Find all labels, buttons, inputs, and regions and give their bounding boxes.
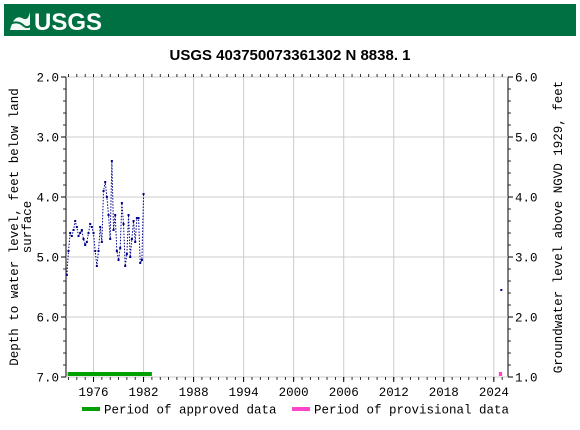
data-point bbox=[107, 214, 110, 216]
x-tick-label: 1982 bbox=[129, 386, 159, 400]
data-point bbox=[80, 229, 83, 231]
data-point bbox=[114, 214, 117, 216]
y-axis-right-title: Groundwater level above NGVD 1929, feet bbox=[552, 81, 566, 374]
usgs-header-band bbox=[4, 4, 576, 36]
data-point bbox=[79, 232, 82, 234]
y-left-tick-label: 5.0 bbox=[36, 252, 59, 266]
y-right-tick-label: 3.0 bbox=[515, 252, 538, 266]
series-layer bbox=[65, 160, 503, 291]
x-tick-label: 2018 bbox=[429, 386, 459, 400]
y-left-tick-label: 6.0 bbox=[36, 312, 59, 326]
data-point bbox=[500, 289, 503, 291]
series-line bbox=[66, 160, 145, 276]
gridlines bbox=[66, 76, 508, 378]
legend: Period of approved data Period of provis… bbox=[82, 404, 510, 418]
usgs-logo-icon bbox=[9, 12, 33, 30]
data-point bbox=[104, 181, 107, 183]
data-point bbox=[112, 229, 115, 231]
axis-ticks bbox=[61, 74, 513, 382]
data-point bbox=[115, 250, 118, 252]
data-point bbox=[130, 238, 133, 240]
y-right-tick-label: 4.0 bbox=[515, 192, 538, 206]
data-point bbox=[139, 262, 142, 264]
y-right-tick-label: 5.0 bbox=[515, 132, 538, 146]
legend-approved-swatch bbox=[82, 407, 100, 411]
data-point bbox=[109, 238, 112, 240]
chart-title: USGS 403750073361302 N 8838. 1 bbox=[169, 47, 410, 64]
x-tick-label: 2024 bbox=[479, 386, 509, 400]
y-left-tick-label: 2.0 bbox=[36, 72, 59, 86]
data-point bbox=[124, 265, 127, 267]
x-tick-label: 2012 bbox=[379, 386, 409, 400]
y-axis-left-title: Depth to water level, feet below land bbox=[8, 88, 22, 366]
data-point bbox=[134, 241, 137, 243]
x-tick-label: 1994 bbox=[229, 386, 259, 400]
data-point bbox=[125, 253, 128, 255]
data-point bbox=[142, 193, 145, 195]
data-point bbox=[117, 259, 120, 261]
y-axis-left-title-line2: surface bbox=[21, 201, 35, 254]
data-point bbox=[110, 160, 113, 162]
y-right-tick-label: 2.0 bbox=[515, 312, 538, 326]
data-point bbox=[132, 220, 135, 222]
data-point bbox=[119, 247, 122, 249]
y-right-tick-label: 6.0 bbox=[515, 72, 538, 86]
data-point bbox=[105, 196, 108, 198]
x-tick-label: 2006 bbox=[329, 386, 359, 400]
data-point bbox=[82, 238, 85, 240]
approved-period-bar bbox=[67, 372, 152, 376]
y-left-tick-label: 7.0 bbox=[36, 372, 59, 386]
y-left-tick-label: 4.0 bbox=[36, 192, 59, 206]
data-point bbox=[84, 244, 87, 246]
x-tick-label: 1976 bbox=[79, 386, 109, 400]
data-point bbox=[122, 223, 125, 225]
y-right-tick-label: 1.0 bbox=[515, 372, 538, 386]
data-point bbox=[135, 217, 138, 219]
provisional-period-bar bbox=[498, 372, 503, 376]
tick-labels: 1976 1982 1988 1994 2000 2006 2012 2018 2024 2.0 3… bbox=[36, 72, 537, 401]
usgs-logo-text: USGS bbox=[34, 9, 102, 36]
data-point bbox=[140, 259, 143, 261]
x-tick-label: 1988 bbox=[179, 386, 209, 400]
x-tick-label: 2000 bbox=[279, 386, 309, 400]
data-point bbox=[129, 256, 132, 258]
data-period-bars bbox=[67, 372, 503, 376]
data-point bbox=[120, 202, 123, 204]
legend-approved-label: Period of approved data bbox=[104, 404, 277, 418]
y-left-tick-label: 3.0 bbox=[36, 132, 59, 146]
legend-provisional-label: Period of provisional data bbox=[314, 404, 510, 418]
data-point bbox=[127, 214, 130, 216]
legend-provisional-swatch bbox=[292, 407, 310, 411]
plot-area bbox=[65, 76, 509, 378]
